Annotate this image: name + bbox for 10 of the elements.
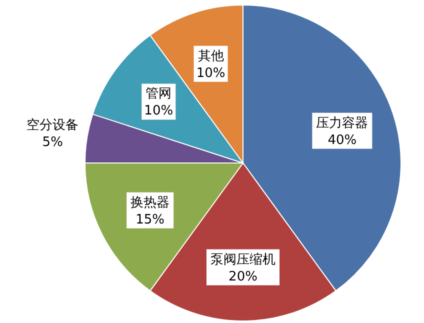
data-label: 20%	[228, 269, 258, 284]
slice-label: 管网	[146, 86, 172, 102]
slice-label: 其他	[198, 48, 224, 64]
data-label: 40%	[328, 132, 357, 148]
data-label: 15%	[136, 212, 165, 228]
slice-label: 泵阀压缩机	[210, 252, 276, 268]
slice-label: 换热器	[130, 195, 170, 210]
data-label: 10%	[196, 66, 226, 81]
slice-label: 压力容器	[316, 114, 368, 131]
data-label: 10%	[144, 104, 174, 119]
